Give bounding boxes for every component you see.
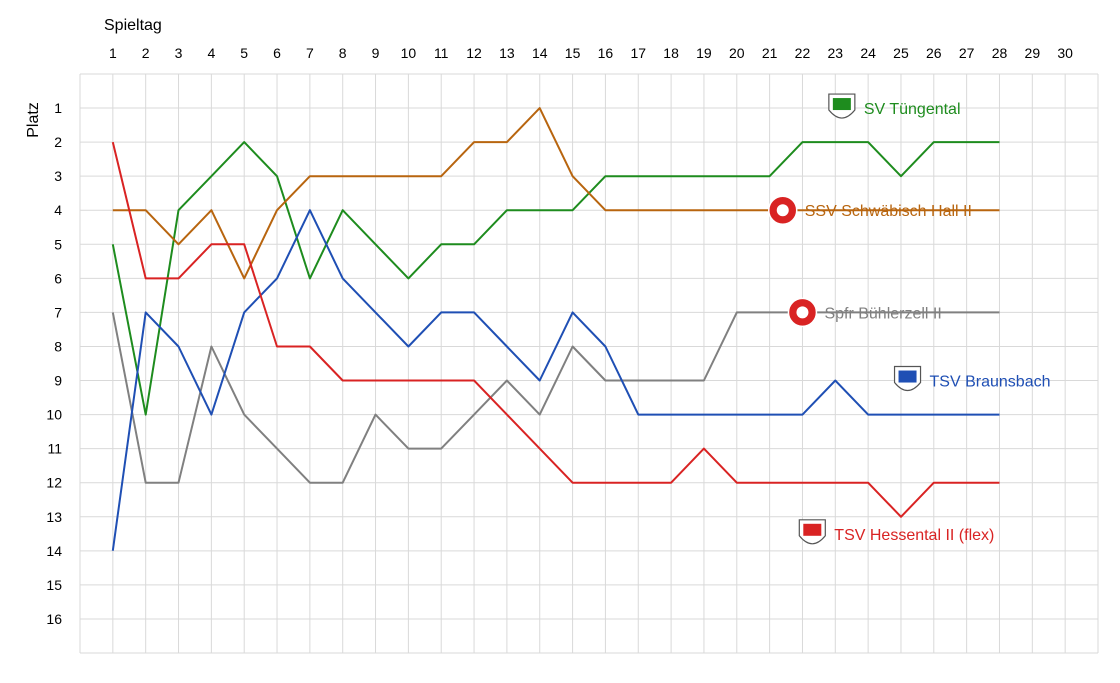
x-tick-label: 1 bbox=[109, 45, 117, 61]
y-tick-label: 6 bbox=[54, 270, 62, 286]
x-tick-label: 26 bbox=[926, 45, 942, 61]
x-tick-label: 15 bbox=[565, 45, 581, 61]
x-tick-label: 10 bbox=[401, 45, 417, 61]
x-tick-label: 2 bbox=[142, 45, 150, 61]
team-logo-icon bbox=[798, 519, 826, 545]
y-tick-label: 16 bbox=[46, 611, 62, 627]
x-tick-label: 24 bbox=[860, 45, 876, 61]
y-tick-label: 3 bbox=[54, 168, 62, 184]
x-tick-label: 6 bbox=[273, 45, 281, 61]
x-tick-label: 8 bbox=[339, 45, 347, 61]
gridlines bbox=[79, 73, 1099, 654]
y-tick-label: 11 bbox=[47, 441, 62, 457]
x-tick-label: 7 bbox=[306, 45, 314, 61]
y-tick-label: 10 bbox=[46, 407, 62, 423]
team-annotations: SV Tüngental SSV Schwäbisch Hall II Spfr B… bbox=[767, 93, 1051, 545]
team-annotation: TSV Hessental II (flex) bbox=[798, 519, 994, 545]
team-logo-icon bbox=[767, 195, 798, 225]
y-tick-label: 9 bbox=[54, 373, 62, 389]
x-tick-label: 23 bbox=[828, 45, 844, 61]
team-annotation: Spfr Bühlerzell II bbox=[787, 297, 942, 328]
x-axis-title: Spieltag bbox=[104, 17, 162, 34]
team-annotation: TSV Braunsbach bbox=[893, 365, 1051, 392]
x-tick-label: 25 bbox=[893, 45, 909, 61]
x-tick-label: 21 bbox=[762, 45, 778, 61]
x-tick-label: 12 bbox=[466, 45, 482, 61]
x-tick-label: 28 bbox=[992, 45, 1008, 61]
x-tick-label: 3 bbox=[175, 45, 183, 61]
x-tick-label: 19 bbox=[696, 45, 712, 61]
team-label: SSV Schwäbisch Hall II bbox=[805, 203, 972, 220]
team-label: SV Tüngental bbox=[864, 101, 961, 118]
y-tick-label: 13 bbox=[46, 509, 62, 525]
x-tick-label: 4 bbox=[207, 45, 215, 61]
team-logo-icon bbox=[787, 297, 818, 328]
tick-labels: 1 2 3 4 5 6 7 8 9 10 11 12 13 14 15 16 17 18 19 20 21 22 23 24 2… bbox=[46, 45, 1073, 627]
team-logo-icon bbox=[828, 93, 856, 119]
y-tick-label: 12 bbox=[46, 475, 62, 491]
series-line-5 bbox=[111, 141, 1000, 518]
x-tick-label: 11 bbox=[434, 45, 449, 61]
y-tick-label: 7 bbox=[54, 304, 62, 320]
team-annotation: SV Tüngental bbox=[828, 93, 961, 119]
y-tick-label: 2 bbox=[54, 134, 62, 150]
x-tick-label: 22 bbox=[795, 45, 811, 61]
x-tick-label: 14 bbox=[532, 45, 548, 61]
y-tick-label: 8 bbox=[54, 338, 62, 354]
series-line-2 bbox=[112, 107, 1000, 280]
x-tick-label: 13 bbox=[499, 45, 515, 61]
y-tick-label: 15 bbox=[46, 577, 62, 593]
y-tick-label: 1 bbox=[54, 100, 62, 116]
team-label: Spfr Bühlerzell II bbox=[824, 305, 941, 322]
x-tick-label: 5 bbox=[240, 45, 248, 61]
y-tick-label: 4 bbox=[54, 202, 62, 218]
team-logo-icon bbox=[893, 365, 922, 392]
y-tick-label: 14 bbox=[46, 543, 62, 559]
y-tick-label: 5 bbox=[54, 236, 62, 252]
x-tick-label: 16 bbox=[598, 45, 614, 61]
x-tick-label: 27 bbox=[959, 45, 975, 61]
team-label: TSV Braunsbach bbox=[930, 374, 1051, 391]
x-tick-label: 17 bbox=[630, 45, 646, 61]
x-tick-label: 9 bbox=[372, 45, 380, 61]
series-line-1 bbox=[111, 141, 1000, 416]
team-annotation: SSV Schwäbisch Hall II bbox=[767, 195, 972, 225]
y-axis-title: Platz bbox=[25, 102, 42, 138]
x-tick-label: 18 bbox=[663, 45, 679, 61]
team-label: TSV Hessental II (flex) bbox=[834, 527, 994, 544]
x-tick-label: 30 bbox=[1057, 45, 1073, 61]
series-lines bbox=[111, 107, 1000, 551]
x-tick-label: 29 bbox=[1025, 45, 1041, 61]
x-tick-label: 20 bbox=[729, 45, 745, 61]
series-line-3 bbox=[111, 311, 1000, 484]
